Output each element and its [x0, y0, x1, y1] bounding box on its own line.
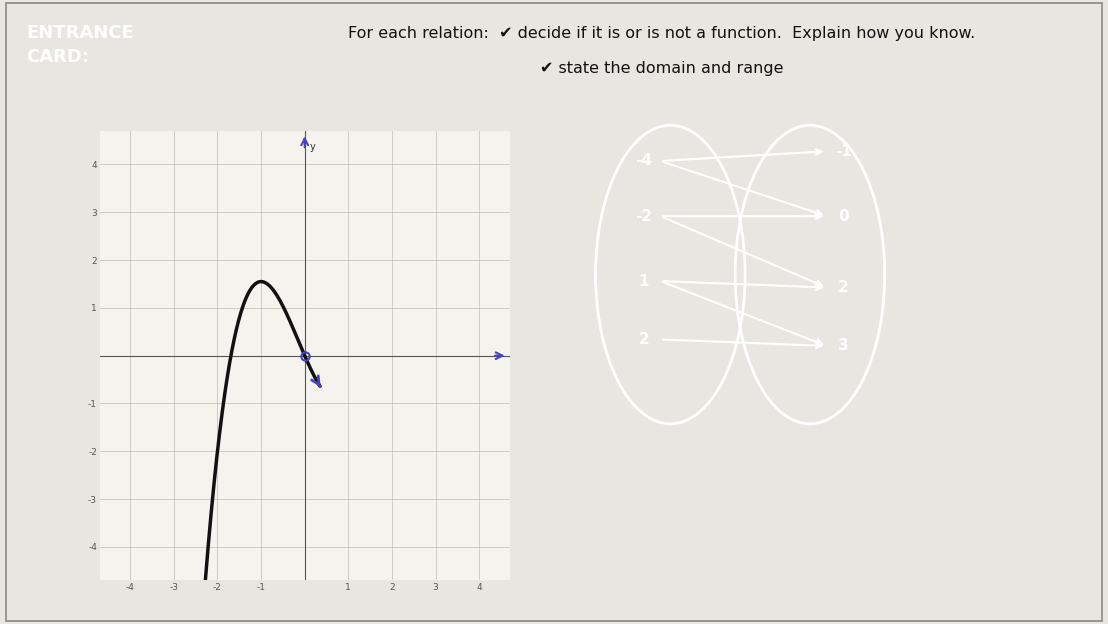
Text: -2: -2 — [635, 208, 653, 223]
Text: y: y — [309, 142, 316, 152]
Text: For each relation:  ✔ decide if it is or is not a function.  Explain how you kno: For each relation: ✔ decide if it is or … — [348, 26, 976, 41]
Text: 1: 1 — [638, 273, 649, 288]
Text: -1: -1 — [834, 144, 852, 158]
Text: -4: -4 — [635, 154, 653, 168]
Text: ENTRANCE
CARD:: ENTRANCE CARD: — [27, 24, 134, 66]
Text: 2: 2 — [838, 280, 849, 295]
Text: 0: 0 — [838, 208, 849, 223]
Text: 3: 3 — [838, 338, 849, 353]
Text: 2: 2 — [638, 332, 649, 347]
Text: ✔ state the domain and range: ✔ state the domain and range — [541, 61, 783, 76]
